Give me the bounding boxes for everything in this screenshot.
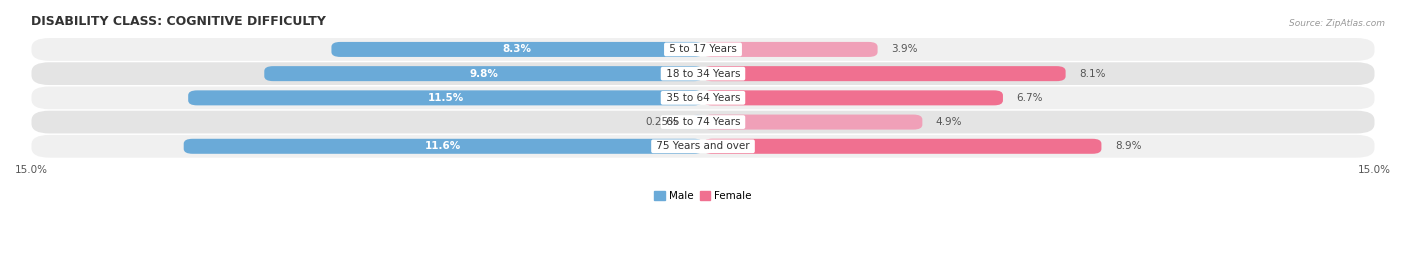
FancyBboxPatch shape <box>703 66 1066 81</box>
FancyBboxPatch shape <box>31 38 1375 61</box>
FancyBboxPatch shape <box>703 90 1002 105</box>
Text: 5 to 17 Years: 5 to 17 Years <box>666 45 740 55</box>
FancyBboxPatch shape <box>31 135 1375 158</box>
FancyBboxPatch shape <box>703 42 877 57</box>
FancyBboxPatch shape <box>31 86 1375 109</box>
Text: 8.9%: 8.9% <box>1115 141 1142 151</box>
Text: Source: ZipAtlas.com: Source: ZipAtlas.com <box>1289 19 1385 28</box>
FancyBboxPatch shape <box>703 139 1101 154</box>
FancyBboxPatch shape <box>31 111 1375 133</box>
Legend: Male, Female: Male, Female <box>654 191 752 201</box>
Text: 65 to 74 Years: 65 to 74 Years <box>662 117 744 127</box>
Text: 35 to 64 Years: 35 to 64 Years <box>662 93 744 103</box>
Text: 75 Years and over: 75 Years and over <box>652 141 754 151</box>
Text: 4.9%: 4.9% <box>936 117 962 127</box>
FancyBboxPatch shape <box>184 139 703 154</box>
Text: 8.1%: 8.1% <box>1078 69 1105 79</box>
FancyBboxPatch shape <box>332 42 703 57</box>
FancyBboxPatch shape <box>692 114 703 130</box>
Text: 18 to 34 Years: 18 to 34 Years <box>662 69 744 79</box>
FancyBboxPatch shape <box>703 114 922 130</box>
FancyBboxPatch shape <box>264 66 703 81</box>
FancyBboxPatch shape <box>31 62 1375 85</box>
Text: 11.5%: 11.5% <box>427 93 464 103</box>
Text: 0.25%: 0.25% <box>645 117 678 127</box>
Text: 6.7%: 6.7% <box>1017 93 1043 103</box>
Text: 3.9%: 3.9% <box>891 45 918 55</box>
Text: 8.3%: 8.3% <box>503 45 531 55</box>
Text: 11.6%: 11.6% <box>425 141 461 151</box>
Text: 9.8%: 9.8% <box>470 69 498 79</box>
Text: DISABILITY CLASS: COGNITIVE DIFFICULTY: DISABILITY CLASS: COGNITIVE DIFFICULTY <box>31 15 326 28</box>
FancyBboxPatch shape <box>188 90 703 105</box>
